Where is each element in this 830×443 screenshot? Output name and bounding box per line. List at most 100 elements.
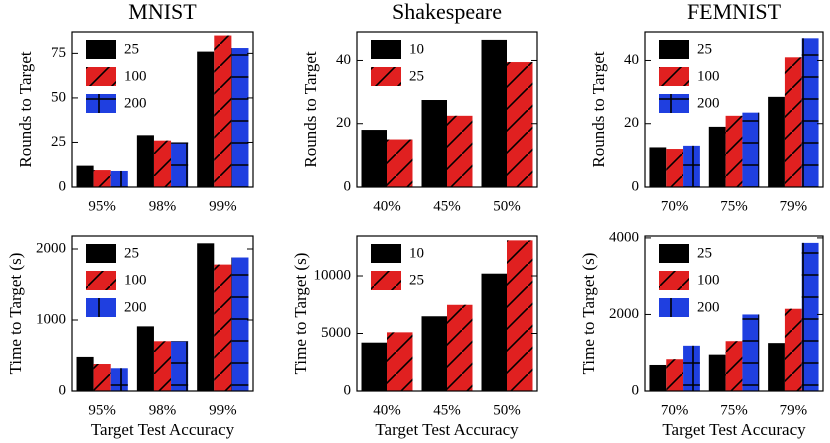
legend-swatch xyxy=(659,40,689,59)
legend-label: 200 xyxy=(124,95,147,111)
bar-hatch xyxy=(110,170,128,187)
bar xyxy=(361,342,387,391)
legend-label: 10 xyxy=(409,245,424,261)
bar-hatch xyxy=(666,149,684,187)
axes-frame xyxy=(356,31,538,188)
bar xyxy=(136,326,154,391)
axes-frame xyxy=(644,235,824,392)
y-tick-label: 0 xyxy=(59,178,67,194)
legend-label: 100 xyxy=(124,272,147,288)
legend-swatch xyxy=(86,244,116,263)
bar xyxy=(708,126,726,187)
y-tick-label: 0 xyxy=(344,178,352,194)
x-tick-label: 50% xyxy=(493,402,521,418)
bar xyxy=(481,39,507,187)
bar xyxy=(708,354,726,391)
y-tick-label: 0 xyxy=(632,178,640,194)
legend-swatch-hatch xyxy=(86,67,116,86)
legend-label: 25 xyxy=(697,41,712,57)
bar-hatch xyxy=(93,364,111,391)
x-tick-label: 99% xyxy=(209,198,237,214)
y-axis-label: Rounds to Target xyxy=(589,51,608,168)
x-tick-label: 98% xyxy=(149,198,177,214)
y-tick-label: 2000 xyxy=(609,306,639,322)
legend-swatch-hatch xyxy=(659,94,689,113)
chart-title: MNIST xyxy=(128,0,197,24)
x-tick-label: 95% xyxy=(88,402,116,418)
y-axis-label: Rounds to Target xyxy=(16,51,35,168)
bar-hatch xyxy=(214,35,232,187)
chart-title: Shakespeare xyxy=(392,0,502,24)
legend-label: 25 xyxy=(124,41,139,57)
y-tick-label: 1000 xyxy=(36,311,66,327)
axes-frame xyxy=(71,235,254,392)
y-tick-label: 5000 xyxy=(321,325,351,341)
y-tick-label: 40 xyxy=(624,52,639,68)
bar xyxy=(649,147,667,187)
x-tick-label: 70% xyxy=(661,402,689,418)
x-tick-label: 40% xyxy=(373,402,401,418)
bar-hatch xyxy=(742,314,760,391)
x-axis-label: Target Test Accuracy xyxy=(662,420,806,439)
y-axis-label: Time to Target (s) xyxy=(291,253,310,375)
legend-label: 200 xyxy=(697,299,720,315)
legend-swatch-hatch xyxy=(371,271,401,290)
x-tick-label: 99% xyxy=(209,402,237,418)
bar-hatch xyxy=(231,48,249,187)
bar-hatch xyxy=(110,368,128,391)
bar-hatch xyxy=(214,264,232,391)
bar-hatch xyxy=(742,112,760,187)
bar-hatch xyxy=(93,170,111,187)
legend-swatch xyxy=(371,244,401,263)
legend-label: 100 xyxy=(697,68,720,84)
x-tick-label: 75% xyxy=(720,198,748,214)
bar-hatch xyxy=(683,145,700,187)
x-axis-label: Target Test Accuracy xyxy=(375,420,519,439)
x-tick-label: 98% xyxy=(149,402,177,418)
legend-label: 100 xyxy=(124,68,147,84)
bar xyxy=(481,273,507,391)
bar-hatch xyxy=(683,345,700,391)
chart-title: FEMNIST xyxy=(687,0,782,24)
y-tick-label: 0 xyxy=(59,382,67,398)
legend-label: 10 xyxy=(409,41,424,57)
legend-swatch-hatch xyxy=(659,298,689,317)
x-tick-label: 75% xyxy=(720,402,748,418)
bar-hatch xyxy=(507,62,533,187)
bar-hatch xyxy=(153,341,172,391)
y-tick-label: 4000 xyxy=(609,229,639,245)
bar-hatch xyxy=(447,115,473,187)
legend-swatch-hatch xyxy=(86,298,116,317)
legend-swatch-hatch xyxy=(86,94,116,113)
y-tick-label: 75 xyxy=(51,45,66,61)
x-tick-label: 79% xyxy=(780,402,808,418)
bar-hatch xyxy=(387,139,413,187)
legend-swatch xyxy=(371,40,401,59)
y-tick-label: 50 xyxy=(51,89,66,105)
y-tick-label: 25 xyxy=(51,134,66,150)
legend-label: 25 xyxy=(409,68,424,84)
legend-swatch-hatch xyxy=(371,67,401,86)
bar xyxy=(768,343,785,391)
x-axis-label: Target Test Accuracy xyxy=(91,420,235,439)
x-tick-label: 95% xyxy=(88,198,116,214)
bar xyxy=(421,316,447,391)
bar-hatch xyxy=(171,341,189,391)
legend-swatch xyxy=(86,40,116,59)
y-tick-label: 2000 xyxy=(36,240,66,256)
legend-swatch-hatch xyxy=(659,271,689,290)
x-tick-label: 70% xyxy=(661,198,689,214)
y-tick-label: 20 xyxy=(336,115,351,131)
legend-label: 25 xyxy=(124,245,139,261)
bar xyxy=(361,130,387,187)
bar-hatch xyxy=(784,308,802,391)
bar xyxy=(768,96,785,187)
axes-frame xyxy=(71,31,254,188)
legend-label: 25 xyxy=(697,245,712,261)
y-tick-label: 0 xyxy=(344,382,352,398)
axes-frame xyxy=(644,31,824,188)
legend-label: 200 xyxy=(697,95,720,111)
y-axis-label: Rounds to Target xyxy=(301,51,320,168)
legend-swatch xyxy=(659,244,689,263)
